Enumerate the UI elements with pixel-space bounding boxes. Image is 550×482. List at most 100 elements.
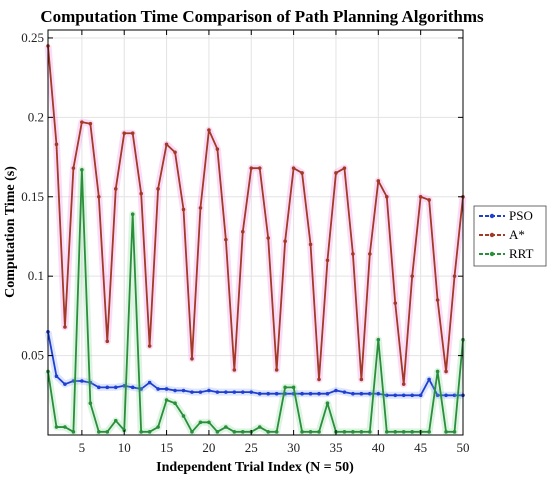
x-tick-label: 35 xyxy=(329,440,342,455)
data-point xyxy=(181,207,186,212)
legend-marker xyxy=(489,232,495,238)
data-point xyxy=(359,430,364,434)
legend-label: RRT xyxy=(509,246,534,261)
data-point xyxy=(351,430,355,434)
data-point xyxy=(164,387,169,391)
data-point xyxy=(139,430,143,434)
data-point xyxy=(266,391,271,396)
series-rrt xyxy=(44,166,467,436)
data-point xyxy=(198,420,203,425)
data-point xyxy=(418,194,423,199)
data-point xyxy=(359,391,364,396)
data-point xyxy=(224,425,228,429)
y-axis-label: Computation Time (s) xyxy=(3,166,18,298)
legend-label: A* xyxy=(509,227,525,242)
data-point xyxy=(71,166,76,170)
data-point xyxy=(384,194,389,199)
data-point xyxy=(198,390,203,394)
data-point xyxy=(427,198,431,202)
data-point xyxy=(274,391,279,396)
data-point xyxy=(173,150,177,155)
data-point xyxy=(342,430,347,434)
x-tick-label: 20 xyxy=(202,440,215,455)
data-point xyxy=(342,166,347,170)
data-point xyxy=(401,382,406,386)
series-layer xyxy=(44,44,467,436)
data-point xyxy=(181,414,186,418)
plot-frame xyxy=(47,29,464,436)
data-point xyxy=(384,430,389,434)
data-point xyxy=(181,388,186,393)
data-point xyxy=(63,382,67,386)
data-point xyxy=(113,418,118,423)
data-point xyxy=(393,301,398,305)
x-tick-label: 45 xyxy=(414,440,427,455)
data-point xyxy=(401,430,406,434)
data-point xyxy=(54,425,59,429)
data-point xyxy=(444,369,448,374)
data-point xyxy=(351,391,355,396)
data-point xyxy=(105,339,110,344)
data-point xyxy=(401,393,406,398)
data-point xyxy=(334,388,338,393)
data-point xyxy=(274,430,279,434)
x-tick-label: 50 xyxy=(457,440,470,455)
data-point xyxy=(317,430,321,434)
data-point xyxy=(113,385,118,390)
data-point xyxy=(317,391,321,396)
data-point xyxy=(359,377,364,382)
data-point xyxy=(435,298,440,302)
data-point xyxy=(54,374,59,379)
data-point xyxy=(325,391,330,396)
data-point xyxy=(444,430,448,434)
data-point xyxy=(376,337,381,342)
data-point xyxy=(291,385,296,390)
data-point xyxy=(232,368,237,372)
data-point xyxy=(173,401,177,406)
y-tick-label: 0.05 xyxy=(21,348,44,363)
data-point xyxy=(97,194,101,199)
data-point xyxy=(410,393,414,398)
data-point xyxy=(113,187,118,191)
data-point xyxy=(418,393,423,398)
data-point xyxy=(173,388,177,393)
y-tick-label: 0.2 xyxy=(28,109,44,124)
tick-layer: 5 10 15 20 25 30 35 40 45 50 0.05 0.1 0.15 0.2 0.25 xyxy=(21,30,469,455)
data-point xyxy=(198,206,203,210)
data-point xyxy=(376,391,381,396)
data-point xyxy=(342,390,347,394)
data-point xyxy=(283,385,287,390)
data-point xyxy=(410,274,414,278)
data-point xyxy=(164,142,169,147)
data-point xyxy=(240,390,245,394)
x-tick-label: 40 xyxy=(372,440,385,455)
data-point xyxy=(71,430,76,434)
data-point xyxy=(435,369,440,374)
data-point xyxy=(88,121,93,126)
y-tick-label: 0.25 xyxy=(21,30,44,45)
data-point xyxy=(393,430,398,434)
data-point xyxy=(452,430,457,434)
data-point xyxy=(427,377,431,382)
data-point xyxy=(240,229,245,234)
x-tick-label: 15 xyxy=(160,440,173,455)
data-point xyxy=(257,425,262,429)
data-point xyxy=(257,166,262,170)
data-point xyxy=(215,430,220,434)
data-point xyxy=(232,430,237,434)
data-point xyxy=(291,166,296,170)
data-point xyxy=(63,325,67,329)
data-point xyxy=(249,390,254,394)
data-point xyxy=(130,131,135,136)
legend-marker xyxy=(489,213,495,219)
data-point xyxy=(308,391,313,396)
data-point xyxy=(334,171,338,175)
data-point xyxy=(249,166,254,170)
data-point xyxy=(257,391,262,396)
data-point xyxy=(368,252,372,256)
data-point xyxy=(224,237,228,242)
data-point xyxy=(317,377,321,382)
data-point xyxy=(88,401,93,406)
data-point xyxy=(190,430,194,434)
